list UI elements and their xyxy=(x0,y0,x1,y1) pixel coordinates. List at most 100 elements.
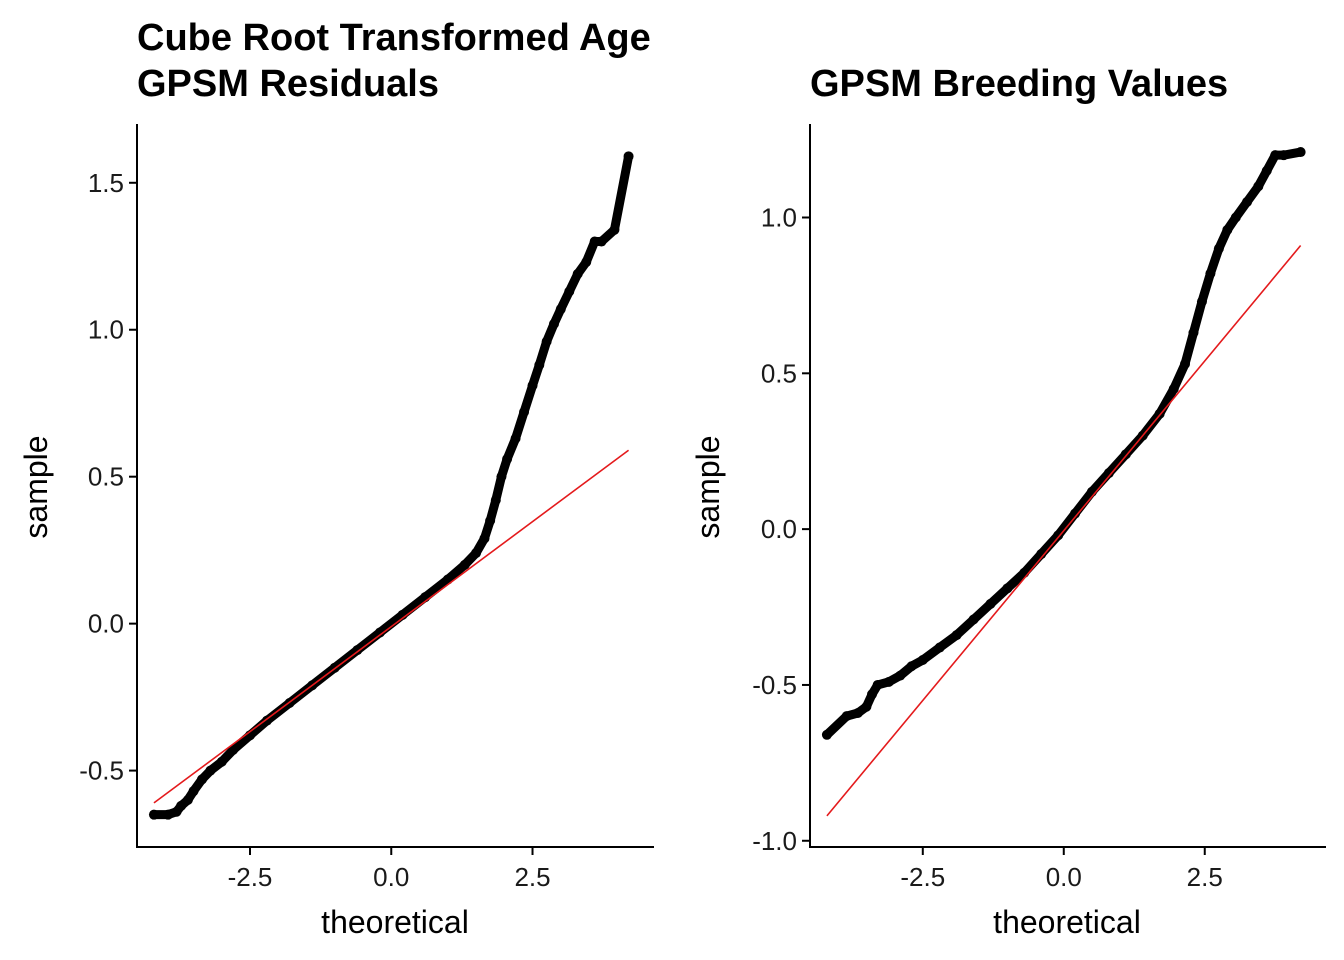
sample-points xyxy=(821,147,1306,740)
sample-point xyxy=(548,318,559,329)
y-tick-label: 0.5 xyxy=(88,462,124,492)
sample-point xyxy=(917,655,928,666)
sample-point xyxy=(205,765,216,776)
sample-point xyxy=(906,661,917,672)
y-tick-label: -0.5 xyxy=(752,670,797,700)
sample-point xyxy=(1242,196,1253,207)
sample-point xyxy=(196,774,207,785)
sample-point xyxy=(821,729,832,740)
x-tick-label: 0.0 xyxy=(373,862,409,892)
sample-point xyxy=(1103,468,1114,479)
sample-point xyxy=(479,533,490,544)
sample-point xyxy=(1168,383,1179,394)
breeding-values-qq-panel: GPSM Breeding Values -1.0 -0.5 0.0 0.5 1.0 -… xyxy=(690,63,1326,940)
sample-point xyxy=(1002,583,1013,594)
sample-point xyxy=(1253,181,1264,192)
x-tick-label: 2.5 xyxy=(514,862,550,892)
chart-title-line-2: GPSM Residuals xyxy=(137,63,439,105)
y-tick-label: 1.0 xyxy=(761,202,797,232)
sample-point xyxy=(527,380,538,391)
sample-point xyxy=(968,614,979,625)
sample-point xyxy=(496,471,507,482)
sample-point xyxy=(555,304,566,315)
y-tick-label: 0.5 xyxy=(761,358,797,388)
sample-point xyxy=(188,786,199,797)
y-axis-title: sample xyxy=(690,435,726,538)
chart-title-line-1: GPSM Breeding Values xyxy=(810,63,1228,105)
sample-point xyxy=(261,715,272,726)
sample-point xyxy=(352,645,363,656)
sample-point xyxy=(163,809,174,820)
dense-points-band xyxy=(822,147,1306,740)
sample-point xyxy=(519,407,530,418)
sample-point xyxy=(471,548,482,559)
sample-point xyxy=(510,433,521,444)
reference-line xyxy=(153,449,630,804)
sample-point xyxy=(216,756,227,767)
sample-point xyxy=(176,800,187,811)
sample-point xyxy=(1180,358,1191,369)
reference-line xyxy=(826,245,1302,817)
sample-point xyxy=(623,151,634,162)
sample-point xyxy=(861,701,872,712)
sample-point xyxy=(841,711,852,722)
sample-point xyxy=(442,574,453,585)
sample-point xyxy=(1230,212,1241,223)
sample-point xyxy=(852,707,863,718)
sample-point xyxy=(564,286,575,297)
sample-point xyxy=(1205,268,1216,279)
residuals-qq-panel: Cube Root Transformed Age GPSM Residuals… xyxy=(18,17,654,940)
sample-point xyxy=(1196,296,1207,307)
sample-point xyxy=(1053,530,1064,541)
dense-points-band xyxy=(149,151,634,820)
sample-point xyxy=(1261,165,1272,176)
sample-point xyxy=(951,630,962,641)
sample-point xyxy=(1278,150,1289,161)
sample-point xyxy=(581,257,592,268)
sample-point xyxy=(872,679,883,690)
sample-point xyxy=(374,627,385,638)
sample-point xyxy=(1213,243,1224,254)
sample-point xyxy=(934,642,945,653)
x-tick-label: -2.5 xyxy=(900,862,945,892)
x-tick-label: 0.0 xyxy=(1046,862,1082,892)
sample-point xyxy=(1270,150,1281,161)
sample-point xyxy=(1222,224,1233,235)
sample-point xyxy=(985,598,996,609)
y-tick-label: 0.0 xyxy=(88,609,124,639)
sample-point xyxy=(609,224,620,235)
chart-title-line-1: Cube Root Transformed Age xyxy=(137,17,651,59)
sample-point xyxy=(867,689,878,700)
sample-point xyxy=(182,794,193,805)
sample-point xyxy=(883,676,894,687)
sample-point xyxy=(485,515,496,526)
y-axis-title: sample xyxy=(18,435,54,538)
x-tick-label: 2.5 xyxy=(1187,862,1223,892)
sample-point xyxy=(596,236,607,247)
sample-point xyxy=(1036,549,1047,560)
sample-point xyxy=(490,495,501,506)
sample-point xyxy=(228,745,239,756)
sample-point xyxy=(459,559,470,570)
y-tick-label: -0.5 xyxy=(79,756,124,786)
sample-points xyxy=(148,151,634,820)
sample-point xyxy=(1070,508,1081,519)
sample-point xyxy=(397,609,408,620)
sample-point xyxy=(895,670,906,681)
y-tick-label: -1.0 xyxy=(752,826,797,856)
y-tick-label: 1.5 xyxy=(88,168,124,198)
sample-point xyxy=(541,336,552,347)
y-tick-label: 1.0 xyxy=(88,315,124,345)
sample-point xyxy=(572,268,583,279)
y-tick-label: 0.0 xyxy=(761,514,797,544)
x-axis-title: theoretical xyxy=(321,904,469,940)
x-axis-title: theoretical xyxy=(993,904,1141,940)
sample-point xyxy=(534,360,545,370)
sample-point xyxy=(1295,147,1306,158)
sample-point xyxy=(148,809,159,820)
x-tick-label: -2.5 xyxy=(228,862,273,892)
sample-point xyxy=(502,454,513,465)
sample-point xyxy=(1188,327,1199,338)
